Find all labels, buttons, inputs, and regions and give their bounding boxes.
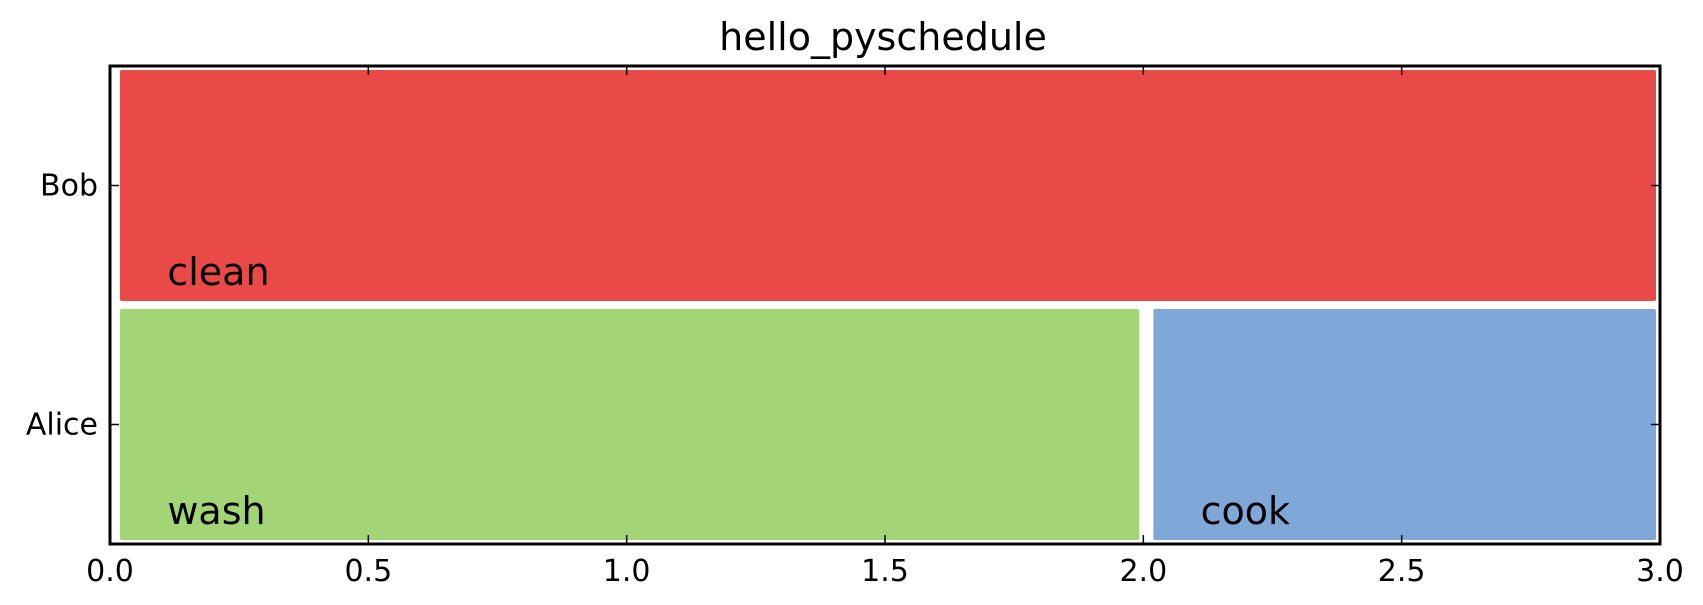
ticks-layer: 0.0 0.5 1.0 1.5 2.0 2.5 3.0 Alice Bob	[26, 66, 1684, 589]
y-tick-label: Alice	[26, 408, 98, 443]
chart-title: hello_pyschedule	[719, 15, 1047, 59]
task-label-clean: clean	[167, 250, 269, 294]
task-bar-cook	[1153, 309, 1656, 540]
bars-layer: clean wash cook	[120, 70, 1656, 540]
task-bar-clean	[120, 70, 1656, 301]
y-tick-label: Bob	[40, 169, 98, 204]
x-tick-label: 1.0	[603, 554, 651, 589]
x-tick-label: 3.0	[1636, 554, 1684, 589]
x-tick-label: 2.0	[1119, 554, 1167, 589]
task-label-cook: cook	[1201, 489, 1290, 533]
task-label-wash: wash	[167, 489, 265, 533]
task-bar-wash	[120, 309, 1140, 540]
x-tick-label: 2.5	[1378, 554, 1426, 589]
x-tick-label: 0.5	[344, 554, 392, 589]
x-tick-label: 0.0	[86, 554, 134, 589]
x-tick-label: 1.5	[861, 554, 909, 589]
